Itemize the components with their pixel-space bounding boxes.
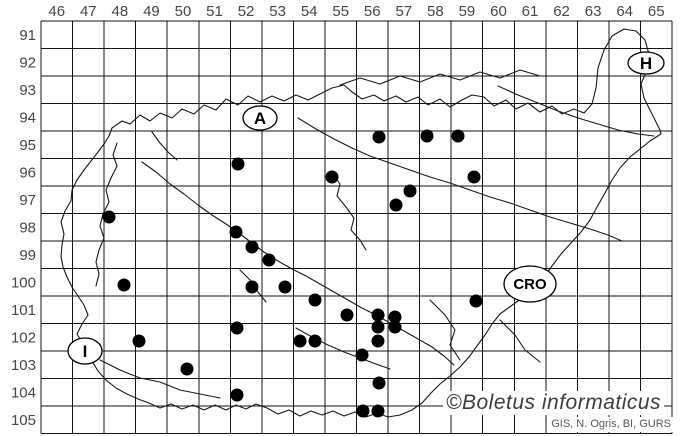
- occurrence-dot: [371, 320, 385, 334]
- occurrence-dot: [230, 388, 244, 402]
- row-label: 101: [11, 302, 36, 319]
- river-savinja: [331, 171, 367, 251]
- row-label: 102: [11, 329, 36, 346]
- occurrence-dot: [451, 129, 465, 143]
- row-label: 103: [11, 357, 36, 374]
- occurrence-dot: [469, 294, 483, 308]
- country-labels: A H I CRO: [67, 51, 665, 365]
- row-label: 100: [11, 274, 36, 291]
- occurrence-dot: [355, 348, 369, 362]
- rivers: [95, 69, 655, 399]
- occurrence-dot: [371, 404, 385, 418]
- country-oval-cro: [503, 265, 557, 303]
- occurrence-dot: [372, 376, 386, 390]
- occurrence-dot: [245, 280, 259, 294]
- country-label-a: A: [254, 109, 266, 128]
- occurrence-dot: [278, 280, 292, 294]
- row-axis-labels: 91 92 93 94 95 96 97 98 99 100 101 102 103 104 105: [11, 27, 36, 429]
- credits-text: GIS, N. Ogris, BI, GURS: [547, 417, 675, 432]
- col-label: 57: [395, 3, 412, 20]
- occurrence-dot: [231, 157, 245, 171]
- country-oval-i: [67, 337, 103, 365]
- occurrence-dot: [340, 308, 354, 322]
- occurrence-dot: [180, 362, 194, 376]
- river-croatia-s: [429, 299, 461, 361]
- occurrence-dot: [371, 308, 385, 322]
- occurrence-dot: [245, 240, 259, 254]
- occurrence-dot: [371, 334, 385, 348]
- col-label: 54: [301, 3, 318, 20]
- occurrence-dot: [230, 321, 244, 335]
- col-label: 46: [48, 3, 65, 20]
- istria-coast-line: [99, 359, 221, 399]
- country-label-i: I: [83, 342, 88, 361]
- row-label: 104: [11, 384, 36, 401]
- column-axis-labels: 46 47 48 49 50 51 52 53 54 55 56 57 58 59 60 61 62 63 64 65: [48, 3, 664, 20]
- country-label-h: H: [640, 54, 652, 73]
- river-sava: [141, 161, 455, 366]
- occurrence-dot: [420, 129, 434, 143]
- occurrence-dot: [117, 278, 131, 292]
- occurrence-dot: [293, 334, 307, 348]
- grid-lines: [40, 20, 673, 434]
- occurrence-dot: [262, 253, 276, 267]
- col-label: 53: [269, 3, 286, 20]
- row-label: 91: [19, 27, 36, 44]
- occurrence-dot: [467, 170, 481, 184]
- occurrence-dot: [308, 334, 322, 348]
- occurrence-dots: [102, 129, 483, 418]
- occurrence-dot: [308, 293, 322, 307]
- col-label: 52: [238, 3, 255, 20]
- row-label: 92: [19, 54, 36, 71]
- occurrence-dot: [229, 225, 243, 239]
- col-label: 56: [364, 3, 381, 20]
- col-label: 50: [175, 3, 192, 20]
- col-label: 47: [80, 3, 97, 20]
- col-label: 48: [112, 3, 129, 20]
- row-label: 95: [19, 137, 36, 154]
- col-label: 64: [616, 3, 633, 20]
- col-label: 61: [522, 3, 539, 20]
- row-label: 97: [19, 192, 36, 209]
- row-label: 93: [19, 82, 36, 99]
- occurrence-dot: [389, 198, 403, 212]
- occurrence-dot: [102, 210, 116, 224]
- col-label: 62: [553, 3, 570, 20]
- col-label: 49: [143, 3, 160, 20]
- occurrence-dot: [388, 320, 402, 334]
- river-mura: [497, 85, 655, 137]
- row-label: 99: [19, 247, 36, 264]
- row-label: 105: [11, 412, 36, 429]
- river-tributary-nw: [151, 131, 178, 161]
- occurrence-dot: [388, 310, 402, 324]
- col-label: 65: [648, 3, 665, 20]
- col-label: 51: [206, 3, 223, 20]
- col-label: 60: [490, 3, 507, 20]
- col-label: 63: [585, 3, 602, 20]
- country-label-cro: CRO: [513, 276, 547, 293]
- occurrence-dot: [325, 170, 339, 184]
- occurrence-dot: [132, 334, 146, 348]
- occurrence-dot: [372, 130, 386, 144]
- copyright-watermark: ©Boletus informaticus: [443, 391, 665, 415]
- country-oval-h: [627, 51, 665, 75]
- country-oval-a: [242, 105, 278, 131]
- river-drava: [297, 117, 623, 242]
- river-krka: [295, 327, 391, 370]
- river-croatia-se: [499, 319, 541, 363]
- occurrence-dot: [403, 184, 417, 198]
- row-label: 96: [19, 164, 36, 181]
- river-austria-north: [339, 69, 541, 86]
- row-label: 98: [19, 219, 36, 236]
- col-label: 55: [332, 3, 349, 20]
- river-soca: [95, 142, 118, 287]
- row-label: 94: [19, 109, 36, 126]
- occurrence-dot: [356, 404, 370, 418]
- col-label: 58: [427, 3, 444, 20]
- col-label: 59: [459, 3, 476, 20]
